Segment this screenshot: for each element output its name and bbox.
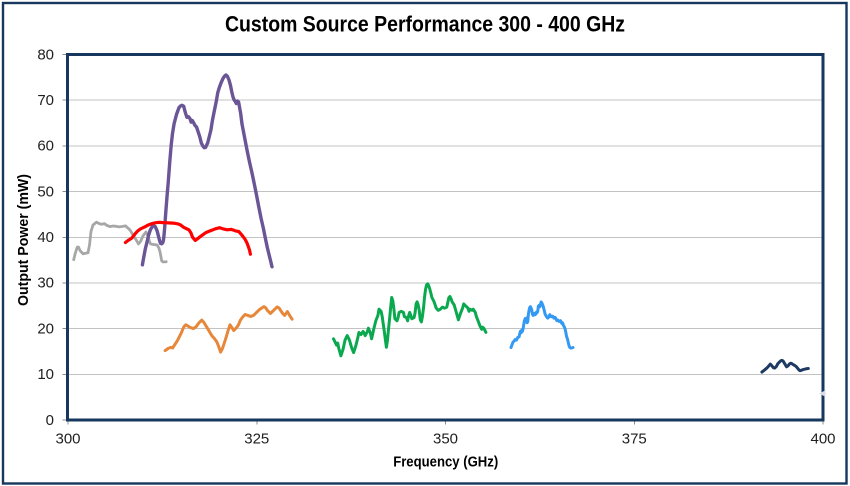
svg-text:350: 350 [433, 431, 458, 448]
svg-text:Custom Source Performance 300: Custom Source Performance 300 - 400 GHz [225, 12, 625, 37]
svg-text:60: 60 [37, 138, 54, 155]
svg-text:30: 30 [37, 275, 54, 292]
svg-text:0: 0 [46, 412, 54, 429]
svg-text:400: 400 [810, 431, 835, 448]
svg-text:375: 375 [622, 431, 647, 448]
svg-text:80: 80 [37, 46, 54, 63]
svg-text:70: 70 [37, 92, 54, 109]
svg-text:300: 300 [55, 431, 80, 448]
svg-text:50: 50 [37, 183, 54, 200]
svg-text:20: 20 [37, 320, 54, 337]
svg-text:Frequency (GHz): Frequency (GHz) [393, 455, 498, 471]
svg-text:40: 40 [37, 229, 54, 246]
svg-text:Output Power (mW): Output Power (mW) [16, 174, 32, 306]
svg-text:10: 10 [37, 366, 54, 383]
svg-text:325: 325 [244, 431, 269, 448]
